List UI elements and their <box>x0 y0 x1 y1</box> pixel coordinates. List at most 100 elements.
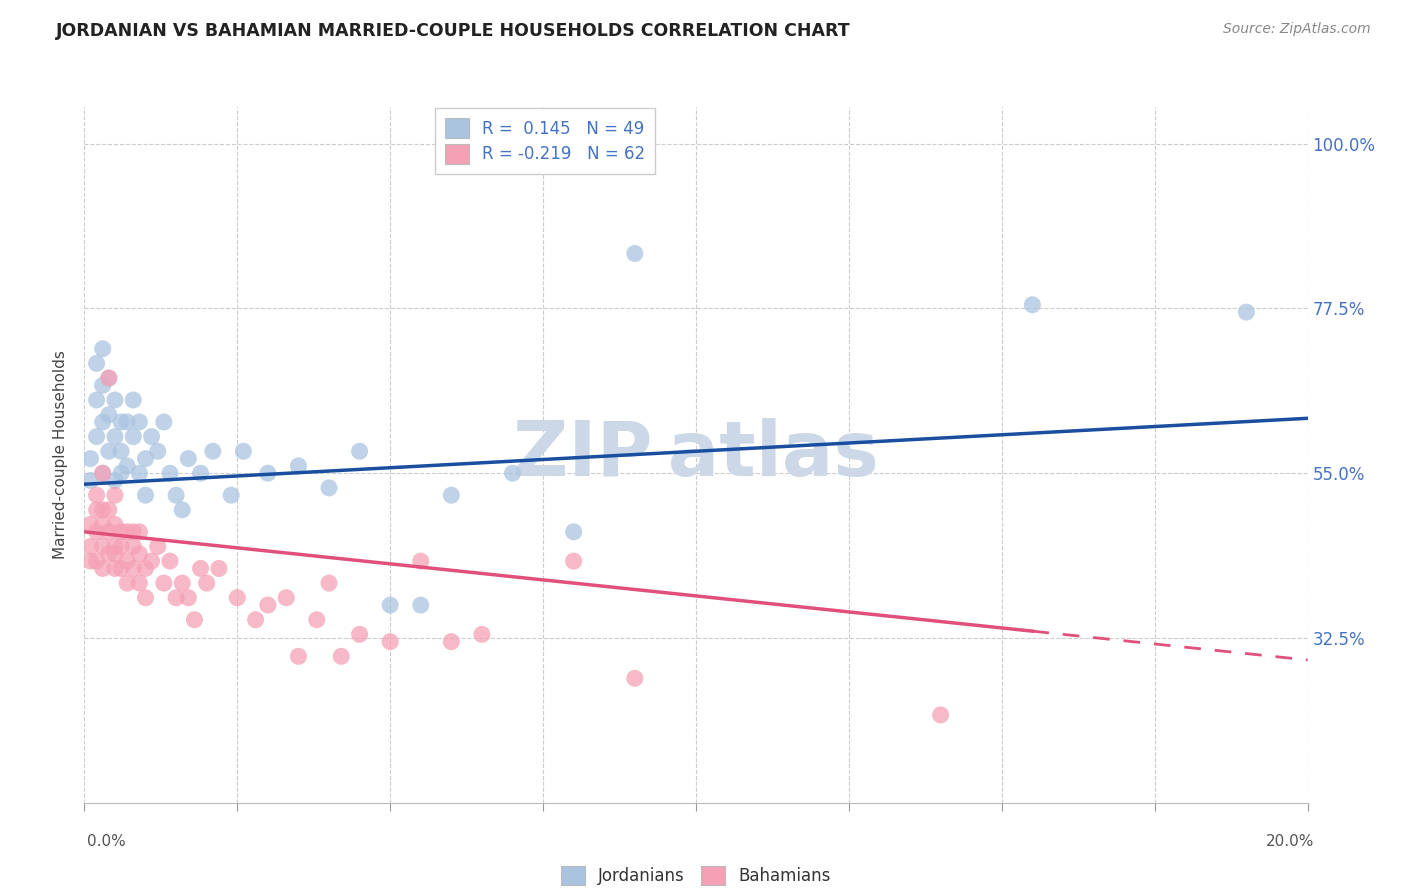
Point <box>146 540 169 554</box>
Point <box>86 524 108 539</box>
Point <box>86 392 108 407</box>
Point <box>146 444 169 458</box>
Point <box>97 408 120 422</box>
Point <box>86 488 108 502</box>
Point <box>115 458 138 473</box>
Text: 0.0%: 0.0% <box>87 834 127 849</box>
Point <box>349 627 371 641</box>
Point <box>97 444 120 458</box>
Legend: Jordanians, Bahamians: Jordanians, Bahamians <box>555 859 837 892</box>
Point <box>183 613 205 627</box>
Point <box>257 598 280 612</box>
Point <box>104 561 127 575</box>
Point <box>929 707 952 722</box>
Point <box>91 540 114 554</box>
Point <box>380 598 402 612</box>
Point <box>97 371 120 385</box>
Point <box>91 342 114 356</box>
Point <box>440 488 463 502</box>
Point <box>135 488 157 502</box>
Point <box>471 627 494 641</box>
Point <box>201 444 224 458</box>
Point <box>104 474 127 488</box>
Point <box>135 591 157 605</box>
Point <box>104 488 127 502</box>
Point <box>97 371 120 385</box>
Point <box>97 547 120 561</box>
Point <box>110 540 132 554</box>
Point <box>165 488 187 502</box>
Point <box>115 554 138 568</box>
Point <box>115 576 138 591</box>
Text: 20.0%: 20.0% <box>1267 834 1315 849</box>
Point <box>110 415 132 429</box>
Point <box>86 429 108 443</box>
Point <box>128 547 150 561</box>
Point <box>79 451 101 466</box>
Point <box>219 488 242 502</box>
Point <box>122 524 145 539</box>
Point <box>190 467 212 481</box>
Point <box>104 517 127 532</box>
Point <box>110 561 132 575</box>
Point <box>91 517 114 532</box>
Point <box>91 503 114 517</box>
Point <box>91 561 114 575</box>
Point <box>86 503 108 517</box>
Y-axis label: Married-couple Households: Married-couple Households <box>53 351 69 559</box>
Point <box>562 554 585 568</box>
Point <box>110 524 132 539</box>
Point <box>276 591 298 605</box>
Point <box>172 576 194 591</box>
Point <box>624 671 647 685</box>
Point <box>141 554 163 568</box>
Point <box>122 429 145 443</box>
Point <box>409 598 432 612</box>
Point <box>177 591 200 605</box>
Point <box>159 554 181 568</box>
Point <box>115 524 138 539</box>
Point <box>110 467 132 481</box>
Point <box>122 561 145 575</box>
Text: Source: ZipAtlas.com: Source: ZipAtlas.com <box>1223 22 1371 37</box>
Point <box>1236 305 1258 319</box>
Point <box>502 467 524 481</box>
Point <box>128 415 150 429</box>
Point <box>172 503 194 517</box>
Point <box>79 474 101 488</box>
Point <box>135 451 157 466</box>
Point <box>104 392 127 407</box>
Point <box>624 246 647 260</box>
Point <box>141 429 163 443</box>
Point <box>97 524 120 539</box>
Point <box>91 378 114 392</box>
Point <box>380 634 402 648</box>
Point <box>440 634 463 648</box>
Point <box>349 444 371 458</box>
Text: ZIP atlas: ZIP atlas <box>513 418 879 491</box>
Point <box>257 467 280 481</box>
Point <box>86 356 108 370</box>
Point <box>86 554 108 568</box>
Point <box>226 591 249 605</box>
Point <box>287 458 309 473</box>
Point <box>208 561 231 575</box>
Point <box>122 392 145 407</box>
Point <box>79 554 101 568</box>
Point <box>190 561 212 575</box>
Point <box>104 540 127 554</box>
Point <box>128 576 150 591</box>
Point <box>97 503 120 517</box>
Point <box>305 613 328 627</box>
Point <box>177 451 200 466</box>
Point <box>245 613 267 627</box>
Point <box>91 467 114 481</box>
Point <box>159 467 181 481</box>
Point <box>110 444 132 458</box>
Point <box>318 481 340 495</box>
Point <box>79 517 101 532</box>
Point <box>91 467 114 481</box>
Point <box>153 576 176 591</box>
Point <box>122 540 145 554</box>
Point <box>104 429 127 443</box>
